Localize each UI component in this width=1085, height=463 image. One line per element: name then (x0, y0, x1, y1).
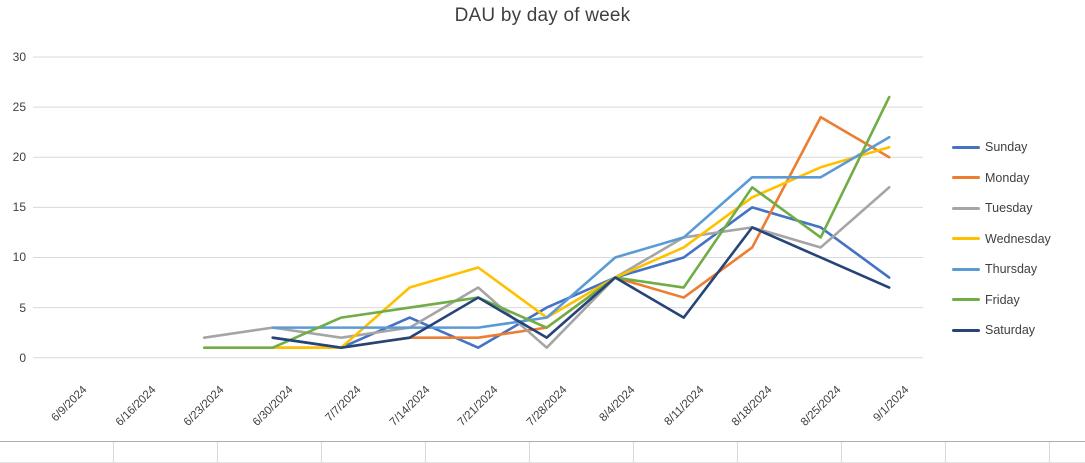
legend-line-marker (952, 176, 980, 180)
y-tick-label: 20 (12, 150, 26, 165)
legend-label: Saturday (985, 323, 1036, 338)
legend-item-thursday[interactable]: Thursday (952, 254, 1051, 285)
chart-area: DAU by day of week 0 5 10 15 20 25 30 6/9/2024… (12, 5, 1051, 429)
legend-line-marker (952, 267, 980, 271)
legend-label: Tuesday (985, 201, 1033, 216)
legend-item-tuesday[interactable]: Tuesday (952, 193, 1051, 224)
legend-item-monday[interactable]: Monday (952, 163, 1051, 194)
y-tick-label: 15 (12, 200, 26, 215)
legend-item-friday[interactable]: Friday (952, 285, 1051, 316)
legend-item-wednesday[interactable]: Wednesday (952, 224, 1051, 255)
y-tick-label: 30 (12, 50, 26, 64)
series-line-tuesday (202, 186, 891, 349)
y-tick-label: 10 (12, 250, 26, 265)
series-line-thursday (271, 135, 891, 329)
legend-item-saturday[interactable]: Saturday (952, 315, 1051, 346)
legend-label: Friday (985, 292, 1020, 307)
legend-label: Monday (985, 170, 1030, 185)
spreadsheet-row-strip (0, 441, 1085, 463)
y-tick-label: 5 (19, 300, 26, 315)
legend: Sunday Monday Tuesday Wednesday Thursday Frid… (952, 132, 1051, 346)
chart-title: DAU by day of week (454, 5, 631, 26)
legend-line-marker (952, 206, 980, 210)
series-line-wednesday (271, 145, 891, 349)
series-line-saturday (271, 226, 891, 349)
legend-line-marker (952, 298, 980, 302)
legend-line-marker (952, 328, 980, 332)
legend-item-sunday[interactable]: Sunday (952, 132, 1051, 163)
plot-area (33, 56, 923, 359)
y-tick-label: 25 (12, 100, 26, 115)
legend-label: Sunday (985, 140, 1028, 155)
series-line-friday (202, 95, 891, 349)
y-tick-label: 0 (19, 350, 26, 365)
legend-line-marker (952, 145, 980, 149)
legend-line-marker (952, 237, 980, 241)
legend-label: Wednesday (985, 231, 1051, 246)
legend-label: Thursday (985, 262, 1038, 277)
